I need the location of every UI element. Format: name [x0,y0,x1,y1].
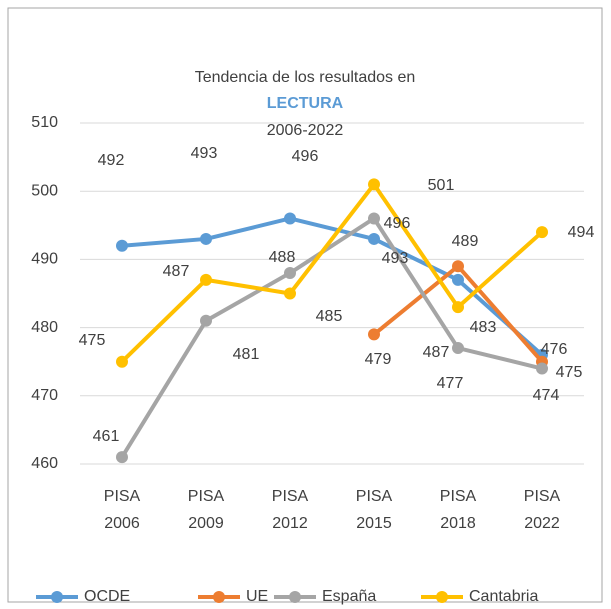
x-tick-label: PISA 2022 [524,488,561,532]
legend-swatch [51,591,63,603]
data-point [368,328,380,341]
data-label: 488 [269,249,296,266]
data-point [368,212,380,225]
legend-label: UE [246,588,268,605]
data-label: 496 [384,215,411,232]
data-point [284,287,296,300]
legend-label: Cantabria [469,588,538,605]
legend-label: España [322,588,376,605]
y-tick-label: 500 [31,182,58,199]
x-tick-label: PISA 2006 [104,488,141,532]
series-line [120,216,544,460]
data-point [116,451,128,464]
data-label: 475 [79,332,106,349]
y-tick-label: 460 [31,455,58,472]
legend-swatch [213,591,225,603]
data-label: 485 [316,308,343,325]
data-label: 475 [556,364,583,381]
chart-subtitle: LECTURA [267,95,344,112]
data-point [368,178,380,191]
data-point [452,260,464,273]
data-label: 489 [452,233,479,250]
legend-swatch [436,591,448,603]
data-point [200,314,212,327]
chart-subtitle: 2006-2022 [267,122,344,139]
data-point [368,232,380,245]
data-label: 493 [191,145,218,162]
data-point [284,212,296,225]
data-point [452,342,464,355]
data-label: 461 [93,428,120,445]
data-label: 494 [568,224,595,241]
data-label: 477 [437,375,464,392]
y-tick-label: 470 [31,387,58,404]
data-point [452,301,464,314]
data-point [452,273,464,286]
data-label: 487 [423,344,450,361]
data-point [284,267,296,280]
data-label: 476 [541,341,568,358]
data-point [536,226,548,239]
x-tick-label: PISA 2018 [440,488,477,532]
data-label: 479 [365,351,392,368]
chart-border [7,7,603,603]
legend-swatch [289,591,301,603]
x-tick-label: PISA 2012 [272,488,309,532]
x-tick-label: PISA 2009 [188,488,225,532]
data-point [116,355,128,368]
data-label: 487 [163,263,190,280]
y-tick-label: 490 [31,251,58,268]
data-label: 483 [470,319,497,336]
legend-label: OCDE [84,588,130,605]
x-tick-label: PISA 2015 [356,488,393,532]
data-point [116,239,128,252]
data-point [200,273,212,286]
y-tick-label: 480 [31,319,58,336]
data-label: 492 [98,152,125,169]
data-label: 501 [428,177,455,194]
data-label: 481 [233,346,260,363]
data-point [536,362,548,375]
data-label: 474 [533,387,560,404]
y-tick-label: 510 [31,114,58,131]
series-line [120,182,544,364]
data-label: 493 [382,250,409,267]
data-label: 496 [292,148,319,165]
data-point [200,232,212,245]
chart-title: Tendencia de los resultados en [195,69,416,86]
